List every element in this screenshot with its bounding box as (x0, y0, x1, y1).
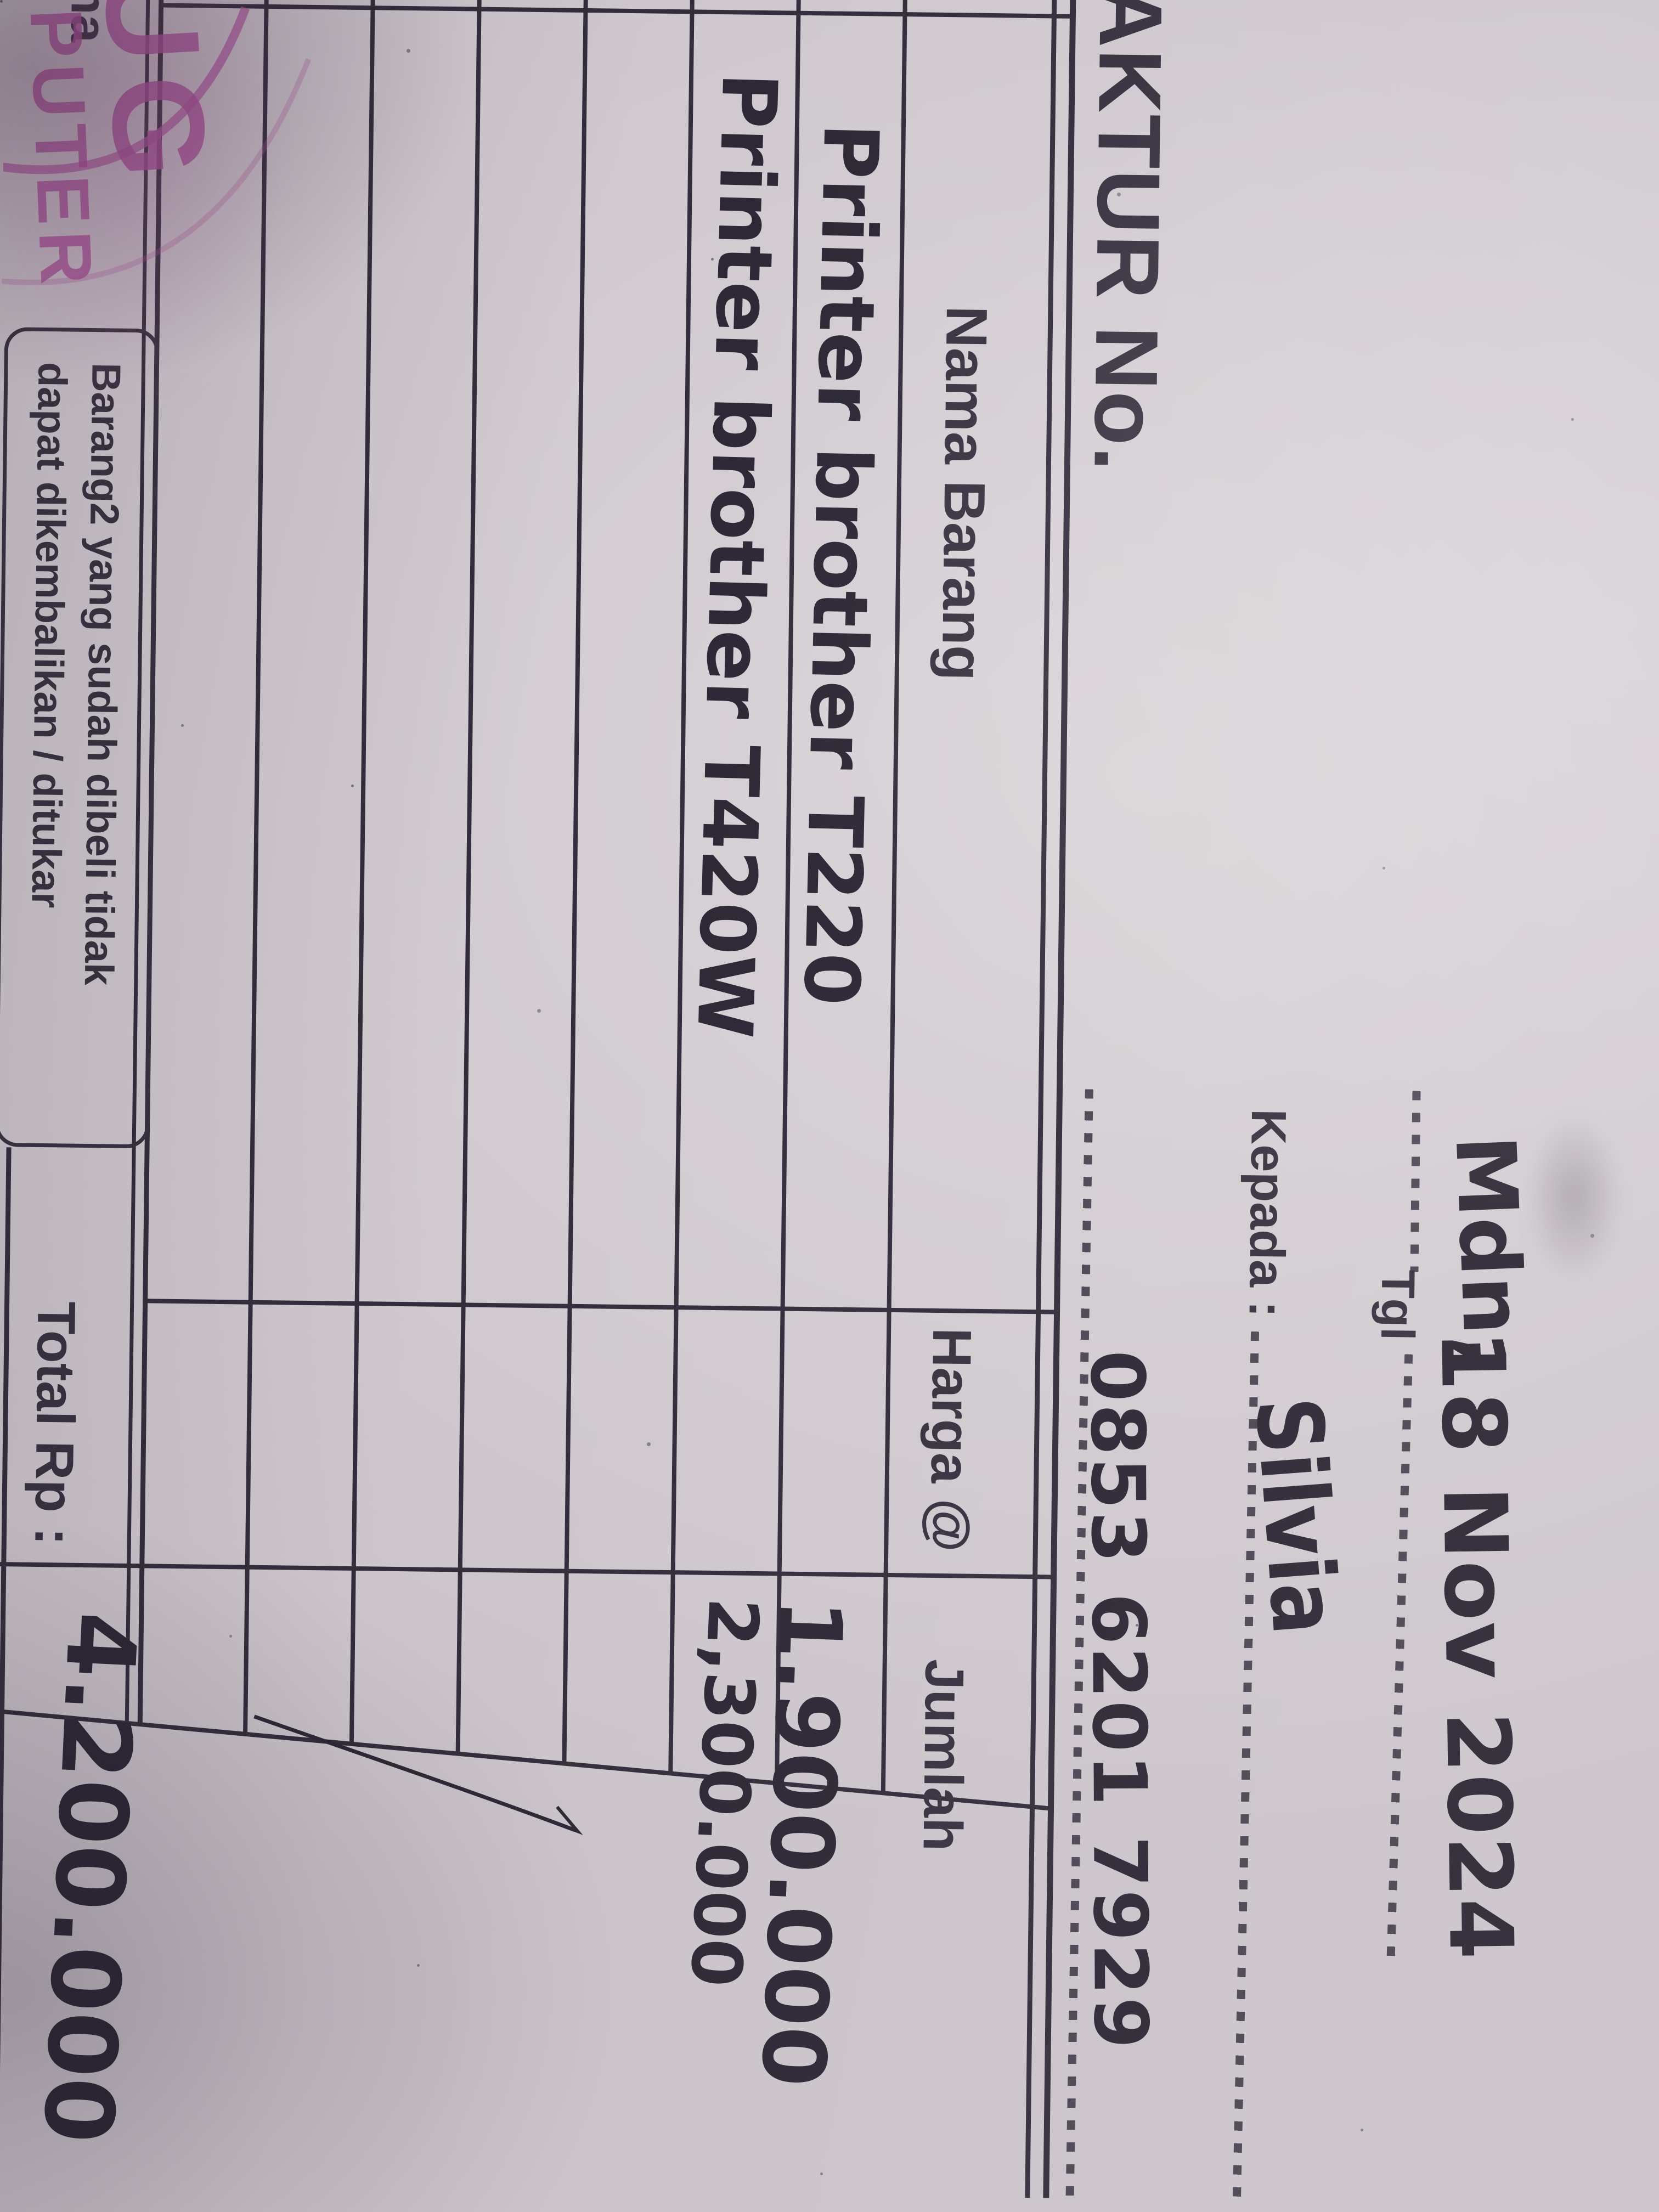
return-policy-line1: Barang2 yang sudah dibeli tidak (76, 362, 129, 986)
col-header-nama-barang: Nama Barang (929, 305, 999, 681)
kepada-name-handwriting: Silvia (1235, 1393, 1358, 1638)
date-handwriting: 18 Nov 2024 (1421, 1329, 1533, 1961)
phone-handwriting: 0853 6201 7929 (1074, 1350, 1164, 2051)
return-policy-line2: dapat dikembalikan / ditukar (23, 362, 76, 909)
pen-slash (253, 1714, 583, 1835)
tgl-label: Tgl (1370, 1269, 1425, 1341)
table-lines (0, 0, 1076, 2198)
total-label: Total Rp : (24, 1301, 87, 1546)
col-header-jumlah: Jumlah (911, 1658, 975, 1852)
faktur-no-label: AKTUR No. (1075, 0, 1181, 473)
stamp-arc (0, 6, 312, 285)
return-policy-box: Barang2 yang sudah dibeli tidak dapat di… (0, 327, 160, 1149)
paper-speckles (0, 0, 3, 3)
col-header-harga: Harga @ (918, 1327, 983, 1553)
kepada-label: Kepada : (1238, 1108, 1296, 1318)
stamp-text-line2: MPUTER (12, 0, 108, 292)
